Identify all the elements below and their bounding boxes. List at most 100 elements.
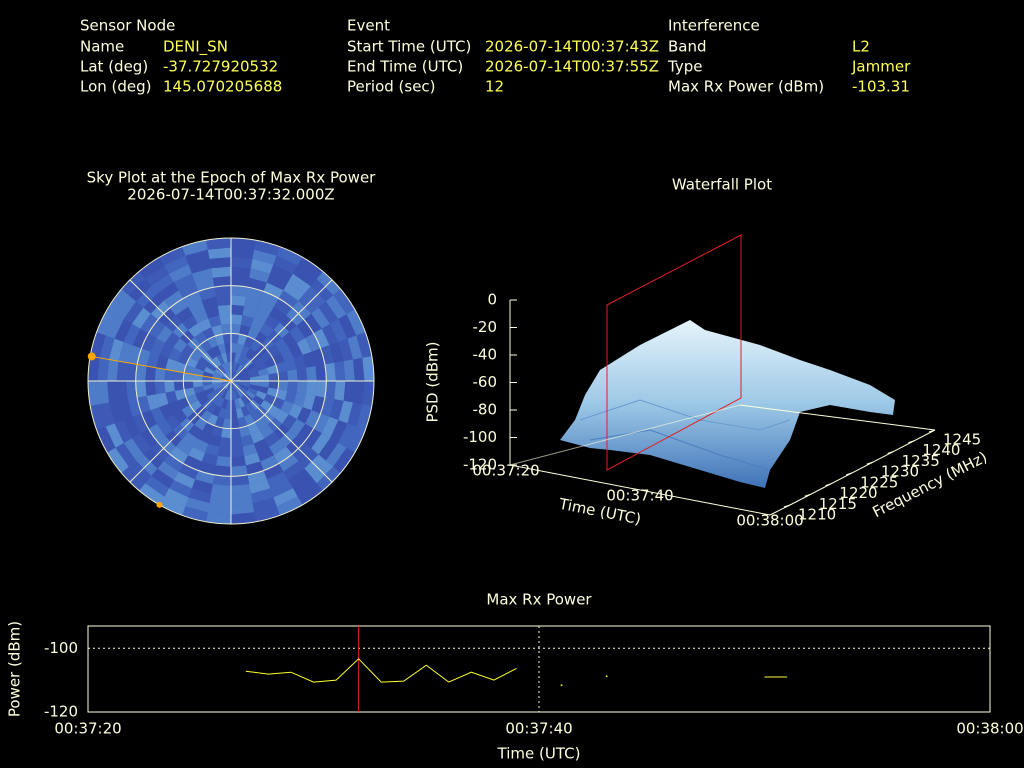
sky-cell <box>221 363 228 373</box>
field-value: -103.31 <box>852 78 910 96</box>
z-axis-label: PSD (dBm) <box>424 341 442 422</box>
sky-cell <box>88 356 100 381</box>
sky-cell <box>231 409 238 420</box>
sky-cell <box>297 257 323 279</box>
sky-cell <box>282 414 297 430</box>
sky-cell <box>211 484 231 496</box>
sky-cell <box>247 422 260 435</box>
sky-cell <box>244 336 255 348</box>
sky-cell <box>90 332 106 358</box>
sky-cell <box>231 484 251 496</box>
z-tick-label: -20 <box>473 318 498 336</box>
sky-cell <box>211 324 223 337</box>
sky-cell <box>169 264 192 282</box>
sky-cell <box>250 318 265 332</box>
sky-cell <box>284 390 297 404</box>
sky-cell <box>231 493 253 505</box>
sky-cell <box>115 295 137 319</box>
sky-cell <box>237 397 246 408</box>
sky-cell <box>244 452 261 466</box>
sky-cell <box>240 315 254 328</box>
sky-cell <box>318 438 339 461</box>
sky-cell <box>221 381 231 385</box>
sky-cell <box>304 428 322 449</box>
sky-cell <box>165 414 180 430</box>
sky-cell <box>123 301 144 324</box>
sky-cell <box>231 295 246 306</box>
sky-cell <box>221 427 231 439</box>
jammer-direction <box>91 355 232 382</box>
sky-cell <box>240 374 250 380</box>
sky-cell <box>231 352 236 363</box>
sky-cell <box>252 497 277 513</box>
sky-cell <box>257 368 269 376</box>
sky-cell <box>178 282 199 299</box>
field-label: Band <box>668 38 707 56</box>
sky-cell <box>165 390 178 404</box>
frequency-axis <box>789 429 936 506</box>
sky-cell <box>226 399 231 410</box>
sky-cell <box>266 471 289 489</box>
sky-cell <box>329 341 344 363</box>
sky-cell <box>242 305 258 319</box>
sky-cell <box>188 300 205 315</box>
sky-cell <box>214 285 231 297</box>
sky-cell <box>183 291 202 307</box>
sky-cell <box>266 273 289 291</box>
sky-cell <box>277 371 289 381</box>
sky-cell <box>277 381 289 391</box>
sky-cell <box>116 381 128 401</box>
sky-cell <box>227 371 231 381</box>
field-label: Name <box>80 38 124 56</box>
sky-cell <box>338 338 354 362</box>
sky-cell <box>126 381 138 400</box>
sky-cell <box>221 398 228 410</box>
sky-cell <box>226 381 231 390</box>
sky-cell <box>325 443 347 467</box>
sky-cell <box>191 268 213 283</box>
sky-cell <box>231 377 241 381</box>
sky-cell <box>155 354 169 370</box>
azimuth-spoke <box>129 279 232 382</box>
sky-cell <box>236 407 244 419</box>
sky-cell <box>108 338 124 362</box>
chart-title: Sky Plot at the Epoch of Max Rx Power <box>87 169 377 187</box>
sky-cell <box>238 385 248 394</box>
sky-cell <box>105 423 124 448</box>
sky-cell <box>240 405 251 417</box>
sky-cell <box>288 273 311 294</box>
sky-cell <box>198 395 210 406</box>
sky-cell <box>272 352 285 365</box>
y-tick-label: -100 <box>44 639 78 657</box>
sky-cell <box>99 335 115 360</box>
sky-cell <box>150 407 165 424</box>
sky-cell <box>195 390 207 401</box>
sky-cell <box>362 356 374 381</box>
sky-cell <box>253 309 270 324</box>
chart-title: Waterfall Plot <box>672 176 772 194</box>
sky-cell <box>263 282 284 299</box>
sky-cell <box>311 433 331 455</box>
sky-cell <box>107 289 129 315</box>
sky-cell <box>222 381 231 386</box>
sky-cell <box>234 352 241 364</box>
sky-cell <box>206 238 231 250</box>
sky-cell <box>242 443 258 457</box>
sky-cell <box>169 480 192 498</box>
sky-cell <box>240 382 250 388</box>
y-tick <box>783 504 791 508</box>
sky-cell <box>135 381 147 398</box>
sky-cell <box>231 503 255 515</box>
sky-cell <box>141 333 157 352</box>
sky-cell <box>118 399 133 421</box>
sky-cell <box>321 416 339 439</box>
sky-cell <box>231 381 241 385</box>
sky-cell <box>221 352 228 364</box>
sky-cell <box>239 384 249 391</box>
sky-cell <box>249 376 260 381</box>
y-tick-label: 1240 <box>922 441 960 459</box>
sky-cell <box>97 381 109 405</box>
sky-cell <box>212 276 231 288</box>
